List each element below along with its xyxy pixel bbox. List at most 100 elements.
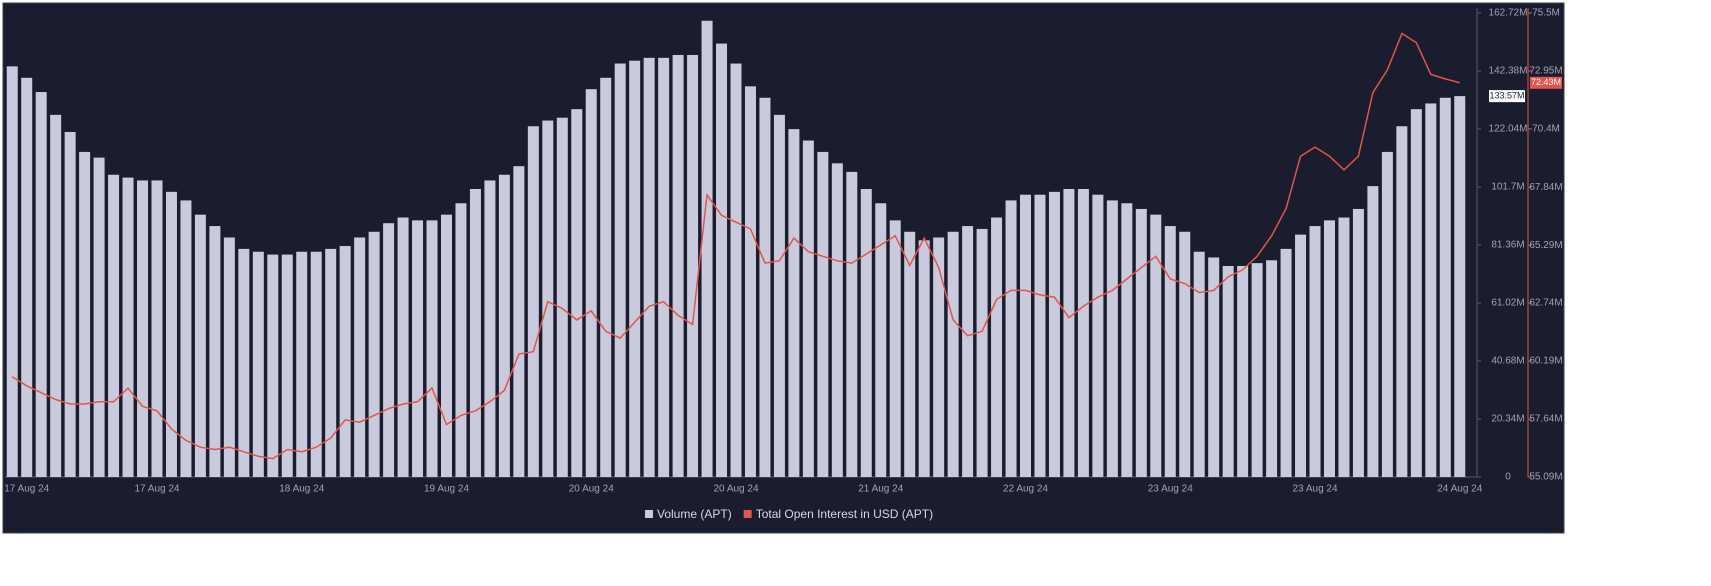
bar bbox=[93, 157, 105, 477]
bar bbox=[325, 248, 337, 477]
x-tick-label: 22 Aug 24 bbox=[1003, 484, 1048, 495]
bar bbox=[151, 180, 163, 477]
last-value-label: 133.57M bbox=[1489, 90, 1524, 100]
y-tick-label: 142.38M bbox=[1489, 66, 1528, 77]
bar bbox=[1092, 194, 1104, 478]
y-tick-label: 101.7M bbox=[1491, 182, 1524, 193]
bar bbox=[1193, 251, 1205, 477]
bar bbox=[209, 226, 221, 477]
bar bbox=[137, 180, 149, 477]
bar bbox=[368, 231, 380, 477]
bar bbox=[817, 151, 829, 477]
bar bbox=[556, 117, 568, 478]
x-tick-label: 23 Aug 24 bbox=[1148, 484, 1193, 495]
bar bbox=[1106, 200, 1118, 477]
bar bbox=[194, 214, 206, 477]
last-value-box bbox=[1530, 76, 1562, 89]
x-tick-label: 17 Aug 24 bbox=[134, 484, 179, 495]
bar bbox=[296, 251, 308, 477]
last-value-box bbox=[1489, 90, 1525, 103]
bar bbox=[1063, 188, 1075, 477]
bar bbox=[21, 77, 33, 478]
bar bbox=[1237, 265, 1249, 477]
x-tick-label: 21 Aug 24 bbox=[858, 484, 903, 495]
bar bbox=[614, 63, 626, 478]
bar bbox=[1295, 234, 1307, 477]
y-tick-label: 81.36M bbox=[1491, 240, 1524, 251]
bar bbox=[1425, 103, 1437, 477]
bar bbox=[831, 163, 843, 478]
bar bbox=[1381, 151, 1393, 477]
bar bbox=[238, 248, 250, 477]
bar bbox=[542, 120, 554, 478]
y2-tick-label: 72.95M bbox=[1529, 66, 1562, 77]
bar bbox=[759, 97, 771, 477]
bar bbox=[397, 217, 409, 478]
bar bbox=[383, 223, 395, 477]
bar bbox=[64, 131, 76, 478]
bar bbox=[513, 166, 525, 477]
legend-swatch bbox=[743, 510, 752, 518]
legend-swatch bbox=[645, 510, 653, 518]
bar bbox=[629, 60, 641, 477]
bar bbox=[122, 177, 134, 477]
bar bbox=[1005, 200, 1017, 477]
bar bbox=[788, 129, 800, 477]
bar bbox=[281, 254, 293, 477]
bar bbox=[1323, 220, 1335, 477]
bar bbox=[585, 89, 597, 478]
bar bbox=[1048, 191, 1060, 477]
bar bbox=[1352, 208, 1364, 478]
bar bbox=[860, 188, 872, 477]
bar bbox=[933, 237, 945, 477]
bar bbox=[1439, 97, 1451, 477]
y2-tick-label: 75.5M bbox=[1532, 8, 1560, 19]
bar bbox=[672, 54, 684, 478]
bar bbox=[498, 174, 510, 477]
last-value-label: 72.43M bbox=[1531, 77, 1561, 87]
y2-tick-label: 60.19M bbox=[1529, 356, 1562, 367]
bar bbox=[50, 114, 62, 477]
bar bbox=[1367, 186, 1379, 478]
bar bbox=[267, 254, 279, 477]
y-tick-label: 122.04M bbox=[1489, 124, 1528, 135]
bar bbox=[658, 57, 670, 477]
bar bbox=[527, 126, 539, 477]
y-tick-label: 61.02M bbox=[1491, 298, 1524, 309]
bar bbox=[904, 231, 916, 477]
x-tick-label: 23 Aug 24 bbox=[1292, 484, 1337, 495]
bar bbox=[571, 109, 583, 478]
bar bbox=[730, 63, 742, 478]
bar bbox=[426, 220, 438, 477]
bar bbox=[469, 188, 481, 477]
bar bbox=[1266, 260, 1278, 477]
bar bbox=[976, 228, 988, 477]
bar bbox=[223, 237, 235, 477]
bar bbox=[687, 54, 699, 478]
y2-tick-label: 70.4M bbox=[1532, 124, 1560, 135]
bar bbox=[889, 220, 901, 477]
y2-tick-label: 62.74M bbox=[1529, 298, 1562, 309]
bar bbox=[773, 114, 785, 477]
legend-label: Total Open Interest in USD (APT) bbox=[756, 507, 933, 521]
legend-label: Volume (APT) bbox=[657, 507, 732, 521]
bar bbox=[1309, 226, 1321, 477]
y2-tick-label: 55.09M bbox=[1529, 472, 1562, 483]
y2-tick-label: 67.84M bbox=[1529, 182, 1562, 193]
bar bbox=[1222, 265, 1234, 477]
bar bbox=[339, 246, 351, 477]
x-tick-label: 20 Aug 24 bbox=[569, 484, 614, 495]
bar bbox=[79, 151, 91, 477]
bar bbox=[716, 43, 728, 478]
bar bbox=[354, 237, 366, 477]
bar bbox=[1251, 263, 1263, 477]
bar bbox=[412, 220, 424, 477]
bar bbox=[1135, 208, 1147, 478]
bar bbox=[744, 86, 756, 478]
x-tick-label: 17 Aug 24 bbox=[4, 484, 49, 495]
bar bbox=[962, 226, 974, 477]
y-tick-label: 0 bbox=[1505, 472, 1511, 483]
bar bbox=[252, 251, 264, 477]
